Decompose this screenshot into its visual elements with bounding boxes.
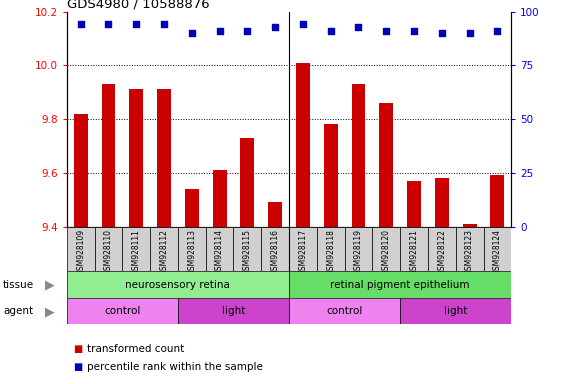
Point [104,22,113,28]
Text: ■: ■ [73,344,82,354]
Point [326,28,335,34]
FancyBboxPatch shape [206,227,234,271]
Bar [435,178,449,227]
Bar [213,170,227,227]
Point [271,23,280,30]
Text: percentile rank within the sample: percentile rank within the sample [87,362,263,372]
Point [382,28,391,34]
FancyBboxPatch shape [289,298,400,324]
FancyBboxPatch shape [289,227,317,271]
FancyBboxPatch shape [345,227,372,271]
Point [437,30,446,36]
Text: retinal pigment epithelium: retinal pigment epithelium [331,280,470,290]
Bar [352,84,365,227]
Text: GSM928113: GSM928113 [187,229,196,275]
Point [465,30,474,36]
FancyBboxPatch shape [261,227,289,271]
Text: GSM928124: GSM928124 [493,229,502,275]
FancyBboxPatch shape [372,227,400,271]
Text: light: light [444,306,467,316]
Point [410,28,419,34]
Point [159,22,168,28]
FancyBboxPatch shape [400,227,428,271]
Text: GSM928111: GSM928111 [132,229,141,275]
FancyBboxPatch shape [400,298,511,324]
FancyBboxPatch shape [428,227,456,271]
FancyBboxPatch shape [456,227,483,271]
Point [132,22,141,28]
Text: GSM928123: GSM928123 [465,229,474,275]
Bar [157,89,171,227]
FancyBboxPatch shape [95,227,123,271]
Text: control: control [104,306,141,316]
FancyBboxPatch shape [483,227,511,271]
Text: transformed count: transformed count [87,344,184,354]
Text: GSM928117: GSM928117 [299,229,307,275]
Bar [379,103,393,227]
FancyBboxPatch shape [317,227,345,271]
Text: ■: ■ [73,362,82,372]
Point [354,23,363,30]
Point [243,28,252,34]
Text: GDS4980 / 10588876: GDS4980 / 10588876 [67,0,209,10]
Text: agent: agent [3,306,33,316]
Text: GSM928109: GSM928109 [76,229,85,275]
FancyBboxPatch shape [234,227,261,271]
Text: GSM928115: GSM928115 [243,229,252,275]
Point [215,28,224,34]
Text: GSM928114: GSM928114 [215,229,224,275]
Bar [241,138,254,227]
Bar [407,181,421,227]
FancyBboxPatch shape [150,227,178,271]
Bar [102,84,116,227]
FancyBboxPatch shape [123,227,150,271]
Bar [324,124,338,227]
Text: neurosensory retina: neurosensory retina [125,280,231,290]
Text: ▶: ▶ [45,305,54,318]
Point [76,22,85,28]
Point [493,28,502,34]
Bar [296,63,310,227]
Bar [462,224,476,227]
FancyBboxPatch shape [178,227,206,271]
Text: GSM928121: GSM928121 [410,229,418,275]
Bar [185,189,199,227]
Text: GSM928110: GSM928110 [104,229,113,275]
Text: GSM928116: GSM928116 [271,229,279,275]
FancyBboxPatch shape [67,298,178,324]
Text: GSM928120: GSM928120 [382,229,391,275]
Text: GSM928119: GSM928119 [354,229,363,275]
Text: GSM928122: GSM928122 [437,229,446,275]
Text: GSM928118: GSM928118 [326,229,335,275]
Text: GSM928112: GSM928112 [160,229,168,275]
FancyBboxPatch shape [67,271,289,298]
FancyBboxPatch shape [67,227,95,271]
FancyBboxPatch shape [289,271,511,298]
Bar [74,114,88,227]
Text: control: control [327,306,363,316]
Bar [490,175,504,227]
Text: tissue: tissue [3,280,34,290]
Bar [130,89,143,227]
Point [298,22,307,28]
Bar [268,202,282,227]
Point [187,30,196,36]
FancyBboxPatch shape [178,298,289,324]
Text: ▶: ▶ [45,278,54,291]
Text: light: light [222,306,245,316]
